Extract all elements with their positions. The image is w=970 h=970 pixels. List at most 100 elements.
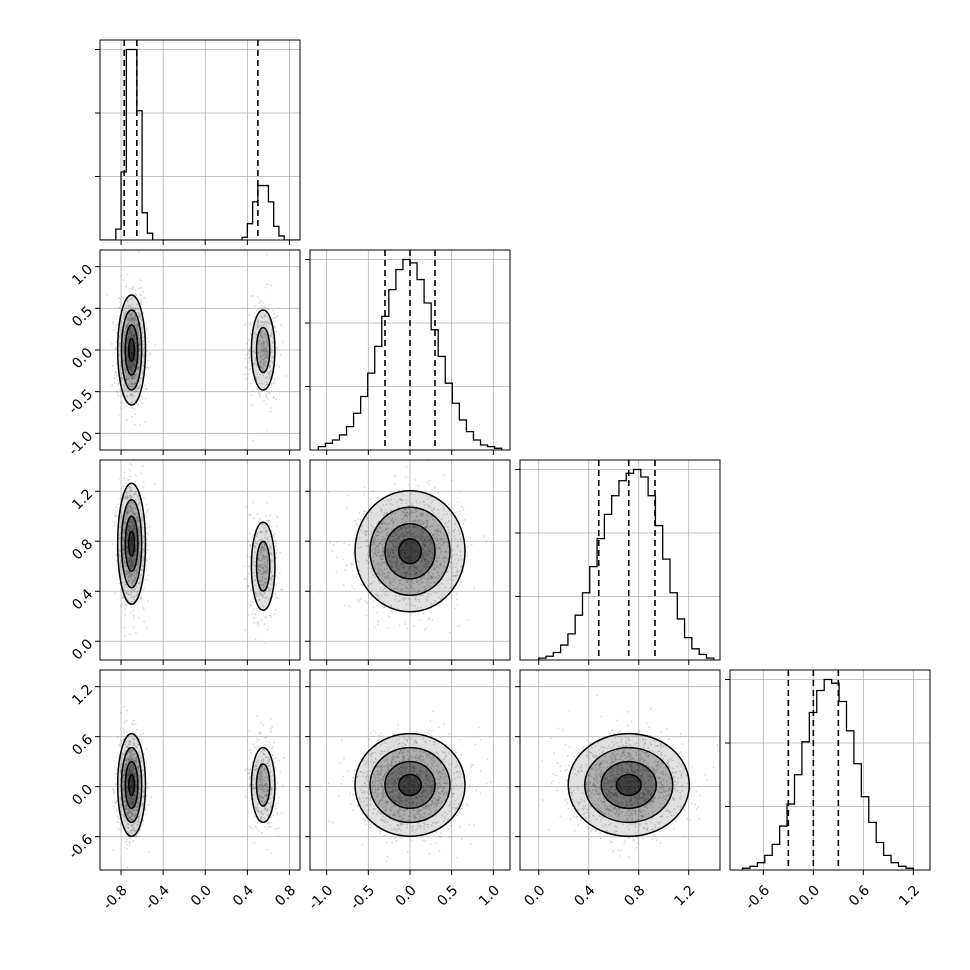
sample-point: [257, 351, 260, 354]
sample-point: [457, 529, 460, 532]
sample-point: [131, 372, 134, 375]
sample-point: [376, 545, 379, 548]
sample-point: [130, 354, 133, 357]
sample-point: [131, 407, 133, 409]
sample-point: [130, 758, 133, 761]
sample-point: [263, 794, 266, 797]
sample-point: [134, 544, 137, 547]
sample-point: [130, 288, 133, 291]
sample-point: [399, 580, 401, 582]
sample-point: [129, 490, 132, 492]
sample-point: [128, 318, 131, 321]
sample-point: [429, 581, 432, 584]
sample-point: [254, 551, 257, 554]
sample-point: [409, 548, 412, 551]
sample-point: [252, 350, 255, 353]
sample-point: [262, 566, 265, 569]
sample-point: [436, 561, 439, 563]
sample-point: [136, 378, 138, 381]
sample-point: [119, 342, 121, 345]
sample-point: [266, 429, 269, 432]
sample-point: [435, 548, 438, 551]
sample-point: [119, 526, 121, 529]
sample-point: [399, 562, 402, 565]
sample-point: [454, 575, 457, 578]
sample-point: [132, 377, 135, 380]
sample-point: [125, 731, 128, 734]
sample-point: [138, 380, 141, 383]
sample-point: [249, 333, 252, 335]
sample-point: [419, 522, 421, 524]
sample-point: [131, 518, 134, 521]
sample-point: [425, 532, 428, 534]
sample-point: [395, 551, 398, 553]
sample-point: [438, 603, 441, 606]
sample-point: [263, 387, 266, 390]
sample-point: [482, 535, 485, 537]
sample-point: [422, 557, 425, 560]
sample-point: [454, 538, 457, 540]
sample-point: [393, 531, 396, 534]
sample-point: [382, 579, 385, 581]
sample-point: [128, 749, 131, 751]
sample-point: [438, 555, 441, 558]
sample-point: [412, 559, 415, 562]
sample-point: [118, 307, 121, 310]
sample-point: [410, 573, 412, 575]
sample-point: [400, 533, 403, 536]
sample-point: [387, 532, 389, 535]
sample-point: [139, 353, 142, 356]
sample-point: [396, 565, 399, 567]
sample-point: [133, 830, 136, 833]
sample-point: [261, 554, 264, 557]
sample-point: [411, 510, 414, 513]
sample-point: [268, 589, 270, 591]
sample-point: [136, 564, 139, 567]
sample-point: [389, 581, 392, 584]
sample-point: [404, 623, 406, 626]
sample-point: [243, 565, 246, 568]
sample-point: [139, 299, 142, 302]
sample-point: [126, 532, 129, 535]
sample-point: [405, 531, 407, 534]
sample-point: [126, 326, 129, 328]
sample-point: [272, 309, 274, 312]
sample-point: [436, 538, 439, 541]
sample-point: [378, 582, 381, 585]
sample-point: [143, 296, 146, 299]
sample-point: [258, 521, 260, 524]
sample-point: [133, 316, 136, 318]
sample-point: [376, 572, 379, 575]
sample-point: [414, 604, 417, 607]
sample-point: [410, 586, 413, 589]
sample-point: [260, 360, 263, 363]
sample-point: [414, 597, 417, 600]
sample-point: [425, 522, 428, 525]
sample-point: [127, 335, 130, 338]
sample-point: [428, 552, 431, 555]
sample-point: [132, 802, 135, 805]
sample-point: [263, 314, 266, 317]
sample-point: [275, 330, 278, 333]
sample-point: [382, 558, 384, 561]
sample-point: [128, 330, 131, 333]
sample-point: [133, 377, 136, 380]
sample-point: [266, 351, 269, 354]
sample-point: [267, 587, 269, 589]
sample-point: [374, 576, 376, 579]
sample-point: [256, 373, 259, 376]
sample-point: [409, 511, 412, 514]
sample-point: [264, 321, 267, 324]
sample-point: [458, 624, 461, 627]
sample-point: [140, 565, 143, 568]
sample-point: [125, 542, 128, 544]
sample-point: [377, 595, 379, 598]
sample-point: [438, 538, 441, 541]
sample-point: [123, 337, 126, 340]
sample-point: [273, 613, 276, 616]
sample-point: [257, 592, 260, 594]
sample-point: [426, 520, 429, 522]
sample-point: [139, 574, 142, 576]
sample-point: [138, 355, 141, 358]
sample-point: [126, 780, 128, 783]
